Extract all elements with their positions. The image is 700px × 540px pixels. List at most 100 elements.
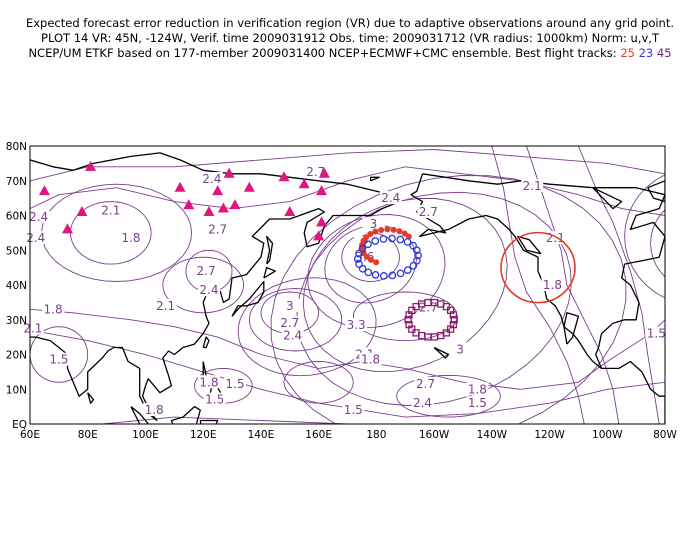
contour-label-bg xyxy=(27,210,50,224)
contour-label-bg xyxy=(466,396,489,410)
lat-label: 40N xyxy=(6,280,27,292)
track-45-point xyxy=(442,329,450,337)
contour-label: 1.5 xyxy=(344,403,363,417)
contour-label-bg xyxy=(99,203,122,217)
contour-label: 1.8 xyxy=(468,382,487,396)
lon-label: 160E xyxy=(305,429,332,441)
coastline xyxy=(170,405,201,424)
track-23-label: 23 xyxy=(638,46,654,60)
contour-line xyxy=(260,291,320,335)
contour-line xyxy=(162,256,245,314)
title-line-2: PLOT 14 VR: 45N, -124W, Verif. time 2009… xyxy=(41,31,659,45)
track-25-point xyxy=(401,230,408,237)
observation-triangle xyxy=(284,206,296,217)
contour-label-bg xyxy=(197,283,220,297)
contour-line xyxy=(679,222,700,278)
coastline xyxy=(266,235,274,265)
contour-label-bg xyxy=(47,352,70,366)
coastline xyxy=(517,235,542,255)
contour-line xyxy=(30,326,89,383)
track-23-point xyxy=(379,235,388,243)
contour-label-bg xyxy=(645,326,668,340)
coastline xyxy=(433,346,450,359)
lon-label: 120E xyxy=(190,429,217,441)
contour-line xyxy=(491,146,585,424)
contour-label: 1.5 xyxy=(468,396,487,410)
track-45-point xyxy=(412,302,420,311)
observation-triangle xyxy=(229,199,241,210)
track-23-point xyxy=(403,266,412,274)
observation-triangle xyxy=(183,199,195,210)
contour-line xyxy=(624,174,665,299)
contour-label: 1.8 xyxy=(361,353,380,367)
contour-label-bg xyxy=(143,403,166,417)
contour-label: 2.7 xyxy=(419,205,438,219)
track-23-point xyxy=(409,241,418,250)
contour-line xyxy=(283,361,354,404)
contour-line xyxy=(97,416,354,424)
contour-label: 2.4 xyxy=(283,328,302,342)
contour-label-bg xyxy=(466,382,489,396)
track-25-point xyxy=(367,256,374,263)
lat-label: 50N xyxy=(6,245,27,257)
coastline xyxy=(592,187,623,210)
track-45-point xyxy=(424,333,432,341)
observation-triangle xyxy=(62,223,74,234)
coastline xyxy=(369,176,380,182)
contour-label: 1.5 xyxy=(647,327,666,341)
contour-label: 2.7 xyxy=(419,301,438,315)
lon-label: 80W xyxy=(653,429,677,441)
contour-label-bg xyxy=(42,302,65,316)
contour-label: 1.8 xyxy=(145,403,164,417)
track-25-point xyxy=(396,228,403,235)
lat-label: 10N xyxy=(6,384,27,396)
contour-label: 1.5 xyxy=(49,353,68,367)
contour-label: 3 xyxy=(286,299,294,313)
contour-label: 1.5 xyxy=(225,377,244,391)
track-25-point xyxy=(363,253,370,260)
contour-label-bg xyxy=(521,178,544,192)
track-45-label: 45 xyxy=(656,46,672,60)
plot-frame xyxy=(29,145,666,425)
contour-line xyxy=(237,277,377,377)
title-line-3: NCEP/UM ETKF based on 177-member 2009031… xyxy=(0,46,700,61)
lon-label: 80E xyxy=(78,429,98,441)
contour-label: 3 xyxy=(456,342,464,356)
contour-label-bg xyxy=(359,352,382,366)
lat-label: 30N xyxy=(6,315,27,327)
track-23-point xyxy=(388,271,397,280)
contour-label: 2.7 xyxy=(208,222,227,236)
coastline xyxy=(422,173,665,424)
observation-triangle xyxy=(85,160,97,171)
contour-label: 2.7 xyxy=(416,377,435,391)
contour-label-bg xyxy=(21,321,44,335)
track-23-point xyxy=(358,244,367,253)
observation-triangle xyxy=(38,185,50,196)
track-23-point xyxy=(413,256,421,265)
coastline xyxy=(87,392,95,404)
contour-label-bg xyxy=(281,328,304,342)
track-23-point xyxy=(364,240,372,249)
observation-triangle xyxy=(203,206,215,217)
contour-label: 2.4 xyxy=(26,231,45,245)
track-45-point xyxy=(449,320,458,329)
contour-label: 2.7 xyxy=(280,316,299,330)
coastline xyxy=(231,280,265,317)
contour-line xyxy=(296,191,572,406)
contour-label-bg xyxy=(379,191,402,205)
lon-label: 60E xyxy=(20,429,40,441)
lat-label: 80N xyxy=(6,141,27,153)
contour-label: 3 xyxy=(370,217,378,231)
contour-line xyxy=(396,374,501,418)
track-23-point xyxy=(371,237,380,245)
contour-line xyxy=(650,209,665,278)
observation-triangle xyxy=(243,181,255,192)
coastline xyxy=(130,406,150,424)
track-23-point xyxy=(388,234,396,243)
track-45-point xyxy=(404,316,412,324)
lat-label: 60N xyxy=(6,211,27,223)
contour-line xyxy=(30,166,665,216)
lat-label: 20N xyxy=(6,350,27,362)
contour-label-bg xyxy=(120,231,143,245)
track-23-point xyxy=(409,261,418,270)
